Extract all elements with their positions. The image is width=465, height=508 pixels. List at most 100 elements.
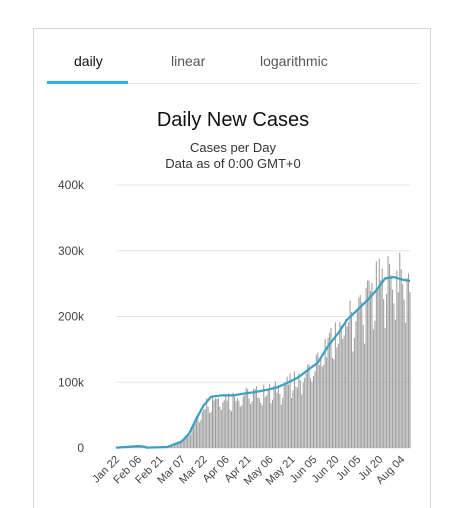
bar [355,321,356,448]
bar [244,395,245,448]
bar [243,396,244,448]
bar [351,312,352,448]
bar [338,344,339,448]
bar [290,374,291,448]
bar [322,367,323,448]
bar [354,338,355,448]
bar [370,291,371,448]
bar [396,270,397,448]
bar [284,386,285,448]
bar [260,403,261,448]
bar [320,357,321,448]
bar [408,273,409,448]
bar [215,398,216,448]
bar [227,401,228,448]
bar [298,373,299,448]
bar [335,322,336,448]
bar [216,399,217,448]
bar [262,405,263,448]
bar [345,319,346,448]
bar [282,398,283,448]
bar [332,358,333,448]
bar [205,409,206,448]
bar [382,269,383,448]
bar [350,301,351,448]
bar [398,292,399,448]
bar [241,405,242,448]
bar [246,388,247,448]
bar [393,303,394,448]
bar [344,335,345,448]
bar [231,411,232,448]
bar [358,298,359,448]
bar [303,382,304,448]
bar [399,253,400,448]
y-tick-label: 100k [58,375,85,389]
bar [336,347,337,448]
bar [269,384,270,448]
bar [276,393,277,448]
bar [325,339,326,448]
bar [254,389,255,448]
bar [225,395,226,448]
bar [385,328,386,448]
bar [310,378,311,448]
bar [395,320,396,448]
bar [234,397,235,448]
bar [194,422,195,448]
bar [348,322,349,448]
bar [190,434,191,448]
bar [360,295,361,448]
bar [252,401,253,448]
bar [407,278,408,448]
bar [405,323,406,448]
bar [219,406,220,448]
bar [271,403,272,448]
bar [330,328,331,448]
bar [259,398,260,448]
bar [306,373,307,448]
bar [224,400,225,448]
bar [304,378,305,448]
bar [295,386,296,448]
bar [230,410,231,448]
bar [301,394,302,448]
bar [328,338,329,448]
bar [240,407,241,448]
bar [314,371,315,448]
bar [389,264,390,448]
bar [272,400,273,448]
y-tick-label: 300k [58,244,85,258]
bar [409,292,410,448]
bar [392,289,393,448]
bar [211,412,212,448]
bar [352,351,353,448]
bar [341,326,342,448]
bar [279,394,280,448]
bar [369,281,370,448]
bar [371,283,372,448]
bar [287,377,288,448]
bar [342,339,343,448]
bar [380,280,381,448]
bar [377,288,378,448]
bar [323,365,324,448]
bar [197,416,198,448]
bar [189,436,190,448]
bar [333,359,334,448]
bar [363,325,364,448]
bar [212,396,213,448]
bar [292,390,293,448]
bar [237,398,238,448]
chart-card: daily linear logarithmic Daily New Cases… [33,28,431,508]
bar [367,280,368,448]
bar [294,371,295,448]
bar [206,399,207,448]
bar [373,330,374,448]
bar [257,397,258,448]
bar [278,385,279,448]
bar [235,401,236,448]
y-tick-label: 200k [58,310,85,324]
bar [247,389,248,448]
bar [268,390,269,448]
